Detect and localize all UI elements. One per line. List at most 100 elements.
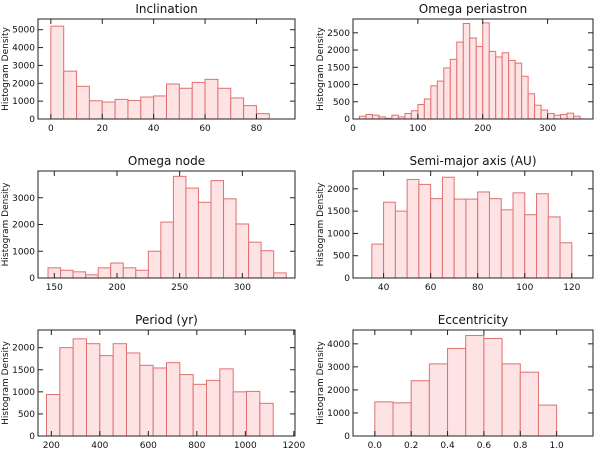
histogram-bar: [166, 83, 180, 120]
plot-frame: [37, 329, 296, 437]
histogram-bar: [197, 201, 212, 279]
histogram-bar: [178, 87, 193, 120]
y-tick-label: 2000: [327, 46, 350, 56]
x-tick-label: 120: [563, 283, 580, 293]
y-tick-label: 0: [29, 115, 35, 125]
histogram-bar: [210, 180, 225, 279]
plot-frame: [352, 18, 594, 120]
x-tick-label: 200: [43, 441, 60, 451]
panel-title: Eccentricity: [438, 313, 508, 327]
y-tick-label: 0: [344, 432, 350, 442]
histogram-bar: [135, 269, 149, 279]
histogram-bar: [219, 368, 234, 437]
histogram-bar: [97, 267, 112, 279]
y-tick-label: 1000: [327, 409, 350, 419]
eccentricity-panel: 0.0 0.2 0.4 0.6 0.8 1.0 0 1000 2000 3000 4000 Eccen…: [316, 313, 594, 451]
histogram-bar: [430, 198, 443, 279]
histogram-bar: [99, 355, 114, 437]
y-tick-label: 1000: [12, 97, 35, 107]
histogram-bar: [230, 97, 245, 120]
histogram-bar: [469, 37, 477, 120]
histogram-bar: [371, 243, 385, 279]
x-tick-label: 200: [108, 283, 125, 293]
semi-major-axis-panel: 40 60 80 100 120 0 500 1000 1500 2000 Semi-major a…: [316, 154, 594, 293]
y-tick-label: 500: [333, 98, 350, 108]
x-tick-label: 0: [350, 124, 356, 134]
panel-title: Period (yr): [135, 313, 198, 327]
histogram-bar: [160, 221, 174, 279]
histogram-bar: [204, 78, 219, 120]
histogram-bar: [179, 374, 194, 437]
y-axis-label: Histogram Density: [316, 26, 326, 110]
histogram-bar: [404, 112, 412, 120]
histogram-bar: [85, 343, 101, 437]
histogram-bar: [246, 390, 261, 437]
x-tick-label: 1000: [234, 441, 257, 451]
inclination-panel: 0 20 40 60 80 0 1000 2000 3000 4000 5000 Inclinatio…: [1, 2, 296, 134]
histogram-bar: [139, 364, 154, 437]
histogram-bar: [417, 104, 425, 120]
x-tick-label: 0.0: [368, 441, 383, 451]
histogram-bar: [475, 46, 484, 120]
histogram-bar: [392, 402, 412, 437]
histogram-bar: [273, 272, 287, 279]
histogram-bar: [76, 85, 90, 120]
y-tick-label: 3000: [12, 194, 35, 204]
histogram-bar: [374, 401, 394, 437]
histogram-bar: [462, 22, 471, 120]
histogram-bar: [152, 367, 168, 437]
y-tick-label: 2000: [327, 386, 350, 396]
histogram-bar: [521, 75, 529, 120]
y-tick-label: 1000: [327, 81, 350, 91]
histogram-bar: [140, 96, 155, 120]
y-axis-label: Histogram Density: [1, 340, 11, 424]
x-tick-label: 150: [46, 283, 63, 293]
histogram-bar: [217, 87, 232, 120]
y-tick-label: 0: [29, 432, 35, 442]
x-tick-label: 1200: [282, 441, 305, 451]
histogram-bar: [443, 67, 451, 120]
x-tick-label: 60: [199, 124, 211, 134]
x-tick-label: 40: [378, 283, 390, 293]
histogram-bar: [482, 22, 490, 120]
histogram-bar: [537, 404, 558, 437]
y-axis-label: Histogram Density: [1, 26, 11, 110]
histogram-bar: [465, 198, 479, 279]
histogram-bar: [243, 105, 257, 120]
histogram-bar: [235, 223, 250, 279]
histogram-bar: [125, 352, 141, 437]
histogram-bar: [566, 112, 575, 120]
panel-title: Omega node: [128, 154, 205, 168]
y-tick-label: 1000: [327, 229, 350, 239]
histogram-bar: [259, 402, 274, 437]
x-tick-label: 20: [97, 124, 109, 134]
y-tick-label: 2000: [12, 79, 35, 89]
histogram-bar: [185, 187, 199, 279]
histogram-bar: [88, 100, 103, 120]
histogram-bar: [527, 93, 536, 120]
y-tick-label: 1500: [327, 207, 350, 217]
x-tick-label: 600: [140, 441, 157, 451]
histogram-bar: [172, 175, 187, 279]
x-tick-label: 200: [474, 124, 491, 134]
histogram-bar: [394, 210, 408, 279]
histogram-bar: [453, 198, 467, 279]
histogram-bar: [365, 114, 373, 120]
histogram-bar: [60, 269, 74, 279]
histogram-bar: [59, 347, 74, 437]
y-tick-label: 1500: [12, 366, 35, 376]
histogram-bar: [500, 209, 514, 279]
histogram-bar: [114, 98, 129, 120]
x-tick-label: 800: [188, 441, 205, 451]
histogram-bar: [410, 380, 430, 437]
histogram-bar: [430, 85, 438, 120]
panel-title: Semi-major axis (AU): [409, 154, 536, 168]
y-tick-label: 1500: [327, 63, 350, 73]
y-tick-label: 2500: [327, 29, 350, 39]
histogram-bar: [456, 41, 464, 120]
x-tick-label: 0.4: [440, 441, 455, 451]
histogram-bar: [45, 393, 61, 437]
y-tick-label: 500: [333, 252, 350, 262]
x-tick-label: 60: [425, 283, 437, 293]
